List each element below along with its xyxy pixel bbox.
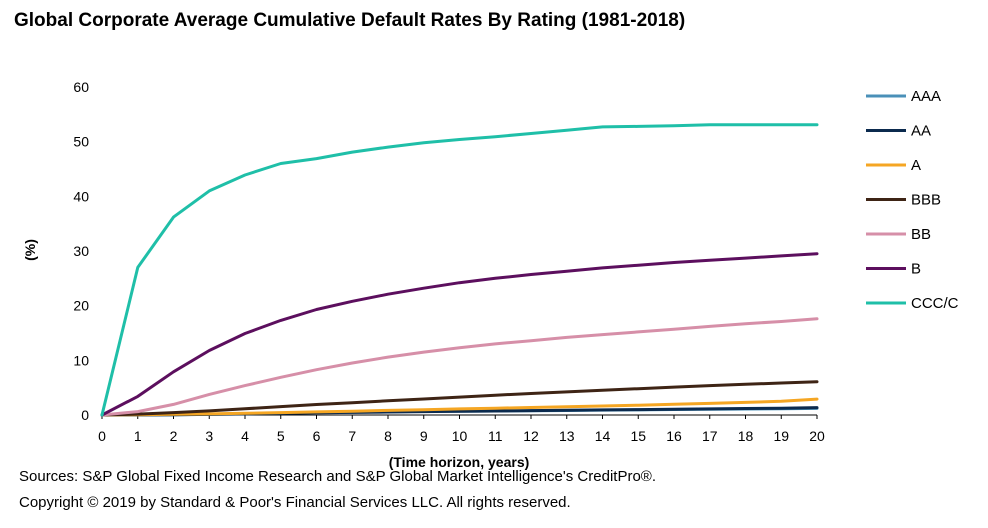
- x-tick-label: 10: [452, 428, 468, 444]
- legend-label-a: A: [911, 157, 921, 174]
- x-tick-label: 14: [595, 428, 611, 444]
- sources-note: Sources: S&P Global Fixed Income Researc…: [19, 468, 657, 485]
- y-tick-label: 20: [73, 298, 89, 314]
- copyright-note: Copyright © 2019 by Standard & Poor's Fi…: [19, 494, 571, 511]
- series-line-bb: [100, 317, 819, 417]
- x-tick-label: 5: [277, 428, 285, 444]
- y-tick-label: 60: [73, 79, 89, 95]
- x-tick-label: 19: [773, 428, 789, 444]
- x-tick-label: 2: [170, 428, 178, 444]
- x-tick-label: 8: [384, 428, 392, 444]
- legend-label-b: B: [911, 261, 921, 278]
- x-tick-label: 1: [134, 428, 142, 444]
- x-tick-label: 18: [738, 428, 754, 444]
- legend-label-aa: AA: [911, 123, 931, 140]
- series-line-a: [100, 397, 819, 417]
- series-lines: [100, 123, 819, 417]
- x-tick-label: 12: [523, 428, 539, 444]
- legend-label-ccc-c: CCC/C: [911, 295, 959, 312]
- x-tick-label: 16: [666, 428, 682, 444]
- legend-label-bb: BB: [911, 226, 931, 243]
- chart-title: Global Corporate Average Cumulative Defa…: [14, 10, 686, 31]
- y-tick-label: 50: [73, 134, 89, 150]
- y-tick-label: 30: [73, 243, 89, 259]
- legend-label-bbb: BBB: [911, 192, 941, 209]
- legend-label-aaa: AAA: [911, 88, 941, 105]
- y-tick-label: 10: [73, 352, 89, 368]
- x-tick-label: 6: [313, 428, 321, 444]
- x-axis-title: (Time horizon, years): [389, 454, 530, 470]
- series-line-b: [100, 252, 819, 417]
- x-tick-label: 9: [420, 428, 428, 444]
- y-axis-title: (%): [22, 239, 38, 261]
- x-tick-label: 20: [809, 428, 825, 444]
- x-tick-label: 17: [702, 428, 718, 444]
- x-tick-label: 11: [488, 428, 503, 444]
- x-tick-label: 0: [98, 428, 106, 444]
- x-tick-label: 4: [241, 428, 249, 444]
- series-line-bbb: [100, 380, 819, 417]
- x-tick-label: 7: [348, 428, 356, 444]
- y-tick-label: 40: [73, 188, 89, 204]
- x-tick-label: 13: [559, 428, 575, 444]
- x-tick-label: 3: [205, 428, 213, 444]
- series-line-ccc-c: [100, 123, 819, 417]
- y-tick-label: 0: [81, 407, 89, 423]
- x-tick-label: 15: [630, 428, 646, 444]
